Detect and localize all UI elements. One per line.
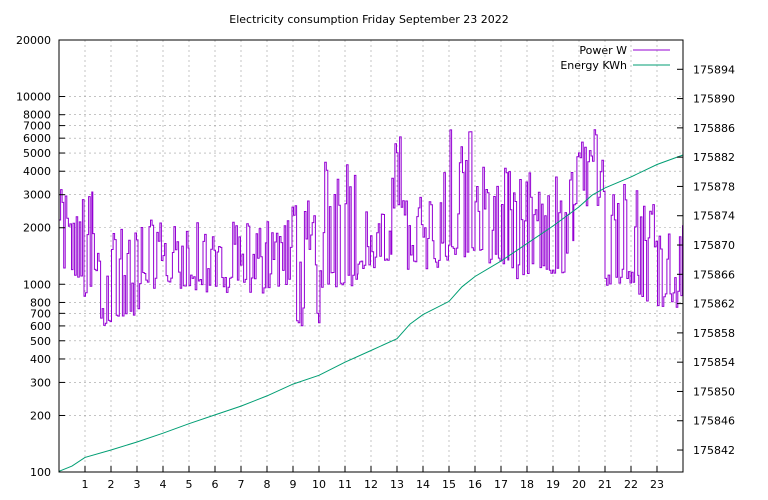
chart-title: Electricity consumption Friday September…	[229, 13, 508, 26]
x-tick-label: 5	[186, 478, 193, 491]
y-tick-label: 100	[30, 466, 51, 479]
y2-tick-label: 175878	[693, 180, 735, 193]
x-tick-label: 13	[390, 478, 404, 491]
y2-tick-label: 175870	[693, 239, 735, 252]
power-line	[59, 129, 683, 327]
y-tick-label: 800	[30, 296, 51, 309]
energy-series	[58, 154, 684, 472]
y2-tick-label: 175862	[693, 298, 735, 311]
y-tick-label: 500	[30, 335, 51, 348]
y-tick-label: 4000	[23, 165, 51, 178]
y-tick-label: 300	[30, 376, 51, 389]
y2-tick-label: 175874	[693, 210, 735, 223]
x-tick-label: 4	[160, 478, 167, 491]
y-tick-label: 7000	[23, 120, 51, 133]
x-tick-label: 19	[546, 478, 560, 491]
x-tick-label: 15	[442, 478, 456, 491]
y-tick-label: 6000	[23, 132, 51, 145]
x-tick-label: 11	[338, 478, 352, 491]
x-tick-label: 22	[624, 478, 638, 491]
y2-tick-label: 175858	[693, 327, 735, 340]
y2-tick-label: 175882	[693, 151, 735, 164]
x-tick-label: 9	[290, 478, 297, 491]
x-tick-label: 21	[598, 478, 612, 491]
x-tick-label: 3	[134, 478, 141, 491]
y-tick-label: 1000	[23, 278, 51, 291]
y-tick-label: 700	[30, 307, 51, 320]
x-tick-label: 2	[108, 478, 115, 491]
x-tick-label: 8	[264, 478, 271, 491]
y2-tick-label: 175842	[693, 444, 735, 457]
y2-tick-label: 175846	[693, 415, 735, 428]
y-tick-label: 5000	[23, 147, 51, 160]
y2-tick-label: 175890	[693, 93, 735, 106]
legend-label: Energy KWh	[560, 59, 627, 72]
y-tick-label: 600	[30, 320, 51, 333]
x-tick-label: 16	[468, 478, 482, 491]
y2-tick-label: 175850	[693, 385, 735, 398]
x-tick-label: 17	[494, 478, 508, 491]
energy-line	[58, 154, 684, 472]
power-series	[59, 129, 683, 327]
x-tick-label: 12	[364, 478, 378, 491]
x-axis: 1 2 3 4 5 6 7 8 9 10 11 12 13 14 15 16 17 18 19 20 21 22 23	[82, 466, 664, 491]
y-tick-label: 200	[30, 409, 51, 422]
x-tick-label: 18	[520, 478, 534, 491]
y-tick-label: 10000	[16, 91, 51, 104]
x-tick-label: 14	[416, 478, 430, 491]
y2-tick-label: 175886	[693, 122, 735, 135]
x-tick-label: 23	[650, 478, 664, 491]
y-tick-label: 20000	[16, 34, 51, 47]
y2-tick-label: 175854	[693, 356, 735, 369]
y2-tick-label: 175894	[693, 63, 735, 76]
legend-label: Power W	[579, 44, 627, 57]
legend: Power W Energy KWh	[560, 44, 670, 72]
x-tick-label: 7	[238, 478, 245, 491]
y-tick-label: 8000	[23, 109, 51, 122]
y2-tick-label: 175866	[693, 268, 735, 281]
x-tick-label: 20	[572, 478, 586, 491]
grid-lines	[59, 40, 683, 472]
y-tick-label: 400	[30, 353, 51, 366]
x-tick-label: 1	[82, 478, 89, 491]
x-tick-label: 6	[212, 478, 219, 491]
x-tick-label: 10	[312, 478, 326, 491]
y-tick-label: 2000	[23, 222, 51, 235]
y-tick-label: 3000	[23, 189, 51, 202]
y-axis-right: 175842 175846 175850 175854 175858 175862 1758…	[677, 63, 735, 457]
